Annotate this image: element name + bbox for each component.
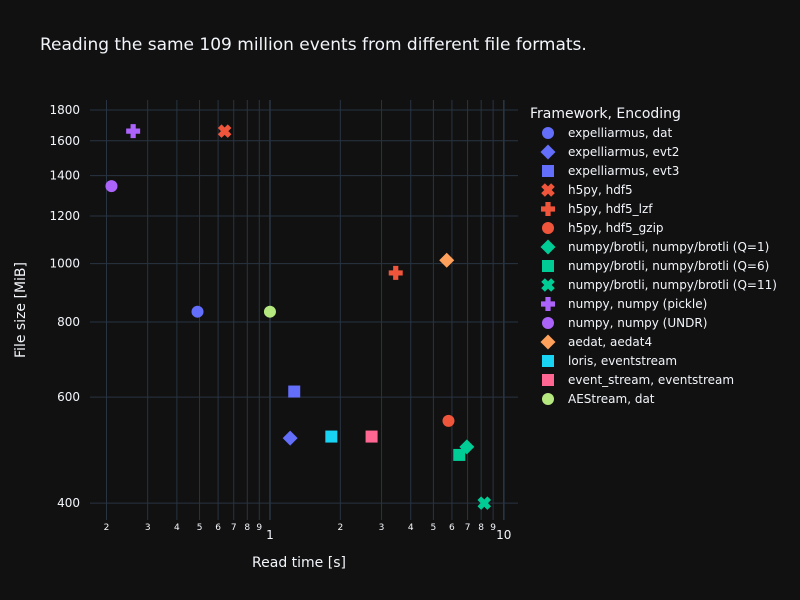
legend-label: expelliarmus, dat — [568, 126, 672, 140]
data-point — [439, 252, 455, 268]
y-tick-label: 800 — [57, 315, 80, 329]
legend-marker — [542, 317, 554, 329]
legend-marker — [540, 144, 556, 160]
legend-marker — [542, 127, 554, 139]
plot-area — [90, 100, 518, 520]
y-tick-label: 400 — [57, 496, 80, 510]
y-tick-label: 1400 — [49, 169, 80, 183]
data-point — [263, 305, 276, 318]
data-point — [442, 414, 455, 427]
legend-label: numpy, numpy (UNDR) — [568, 316, 707, 330]
data-point — [282, 430, 298, 446]
x-major-tick-label: 1 — [266, 528, 274, 542]
legend: Framework, Encoding expelliarmus, dat exp… — [530, 106, 777, 406]
legend-marker — [542, 393, 554, 405]
y-axis-ticks: 400 600 800 1000 1200 1400 1600 1800 — [49, 103, 80, 510]
x-minor-tick-label: 9 — [490, 523, 496, 533]
data-point — [477, 496, 492, 510]
data-point — [288, 385, 301, 398]
x-minor-tick-label: 5 — [431, 523, 437, 533]
legend-label: numpy/brotli, numpy/brotli (Q=6) — [568, 259, 769, 273]
legend-marker — [541, 297, 555, 311]
x-minor-tick-label: 3 — [379, 523, 385, 533]
data-point — [453, 448, 466, 461]
legend-label: h5py, hdf5_gzip — [568, 221, 664, 235]
grid-lines — [90, 100, 518, 520]
data-point — [126, 124, 141, 139]
data-point — [325, 430, 338, 443]
legend-label: event_stream, eventstream — [568, 373, 734, 387]
legend-label: expelliarmus, evt2 — [568, 145, 679, 159]
legend-label: AEStream, dat — [568, 392, 655, 406]
legend-label: numpy/brotli, numpy/brotli (Q=11) — [568, 278, 777, 292]
legend-marker — [541, 278, 555, 292]
x-minor-tick-label: 6 — [449, 523, 455, 533]
x-minor-tick-label: 9 — [256, 523, 262, 533]
data-point — [105, 180, 118, 193]
legend-label: loris, eventstream — [568, 354, 677, 368]
x-minor-tick-label: 8 — [244, 523, 250, 533]
legend-title: Framework, Encoding — [530, 106, 681, 122]
x-minor-tick-label: 4 — [408, 523, 414, 533]
data-point — [365, 430, 378, 443]
data-point — [217, 124, 232, 138]
legend-marker — [540, 334, 556, 350]
legend-marker — [542, 222, 554, 234]
legend-label: aedat, aedat4 — [568, 335, 652, 349]
x-minor-tick-label: 6 — [215, 523, 221, 533]
data-point — [388, 265, 403, 280]
legend-label: numpy/brotli, numpy/brotli (Q=1) — [568, 240, 769, 254]
data-points — [105, 124, 492, 510]
x-major-tick-label: 10 — [496, 528, 511, 542]
x-minor-tick-label: 4 — [174, 523, 180, 533]
chart-title: Reading the same 109 million events from… — [40, 35, 587, 55]
x-minor-tick-label: 2 — [337, 523, 343, 533]
x-minor-tick-label: 7 — [231, 523, 237, 533]
legend-marker — [542, 355, 554, 367]
legend-marker — [542, 374, 554, 386]
x-minor-tick-label: 3 — [145, 523, 151, 533]
y-tick-label: 1200 — [49, 209, 80, 223]
legend-label: h5py, hdf5_lzf — [568, 202, 653, 216]
data-point — [191, 305, 204, 318]
y-tick-label: 1000 — [49, 257, 80, 271]
y-tick-label: 600 — [57, 390, 80, 404]
x-axis-title: Read time [s] — [252, 555, 346, 571]
x-axis-ticks: 2 3 4 5 6 7 8 9 2 3 4 5 6 7 8 91 10 — [104, 523, 512, 542]
legend-marker — [542, 260, 554, 272]
x-minor-tick-label: 8 — [478, 523, 484, 533]
legend-label: h5py, hdf5 — [568, 183, 633, 197]
x-minor-tick-label: 5 — [197, 523, 203, 533]
legend-marker — [541, 202, 555, 216]
y-axis-title: File size [MiB] — [13, 262, 29, 358]
x-minor-tick-label: 2 — [104, 523, 110, 533]
legend-label: numpy, numpy (pickle) — [568, 297, 707, 311]
y-tick-label: 1800 — [49, 103, 80, 117]
x-minor-tick-label: 7 — [465, 523, 471, 533]
y-tick-label: 1600 — [49, 134, 80, 148]
legend-marker — [542, 165, 554, 177]
legend-marker — [541, 183, 555, 197]
legend-marker — [540, 239, 556, 255]
legend-label: expelliarmus, evt3 — [568, 164, 679, 178]
